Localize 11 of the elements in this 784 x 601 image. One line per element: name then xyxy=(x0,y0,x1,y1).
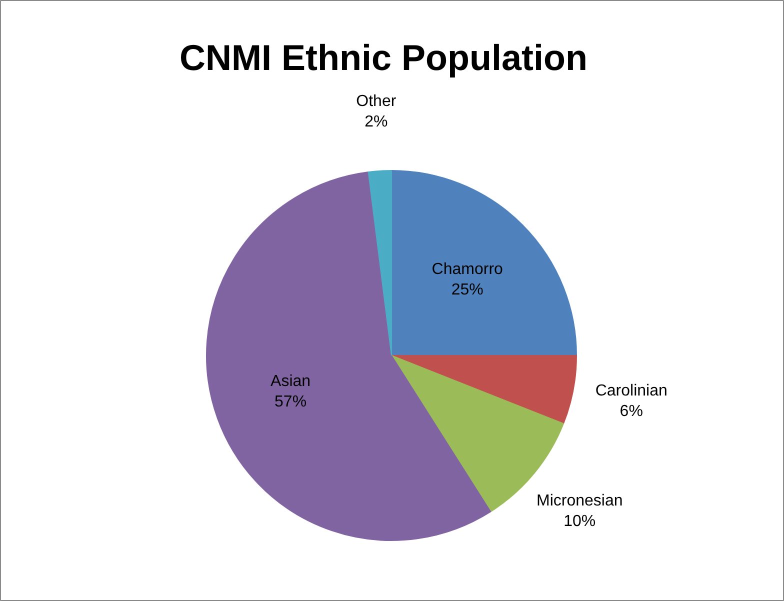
slice-label: Chamorro xyxy=(432,260,504,278)
data-label: 25% xyxy=(451,281,484,298)
slice-label: Asian xyxy=(270,373,311,390)
chart-title: CNMI Ethnic Population xyxy=(180,37,588,78)
data-label: 2% xyxy=(364,113,388,130)
slice-label: Carolinian xyxy=(595,382,668,400)
data-label: 6% xyxy=(620,402,643,420)
slice-label: Micronesian xyxy=(536,492,623,510)
data-label: 57% xyxy=(274,394,307,411)
slice-label: Other xyxy=(356,93,397,110)
data-label: 10% xyxy=(564,512,596,530)
